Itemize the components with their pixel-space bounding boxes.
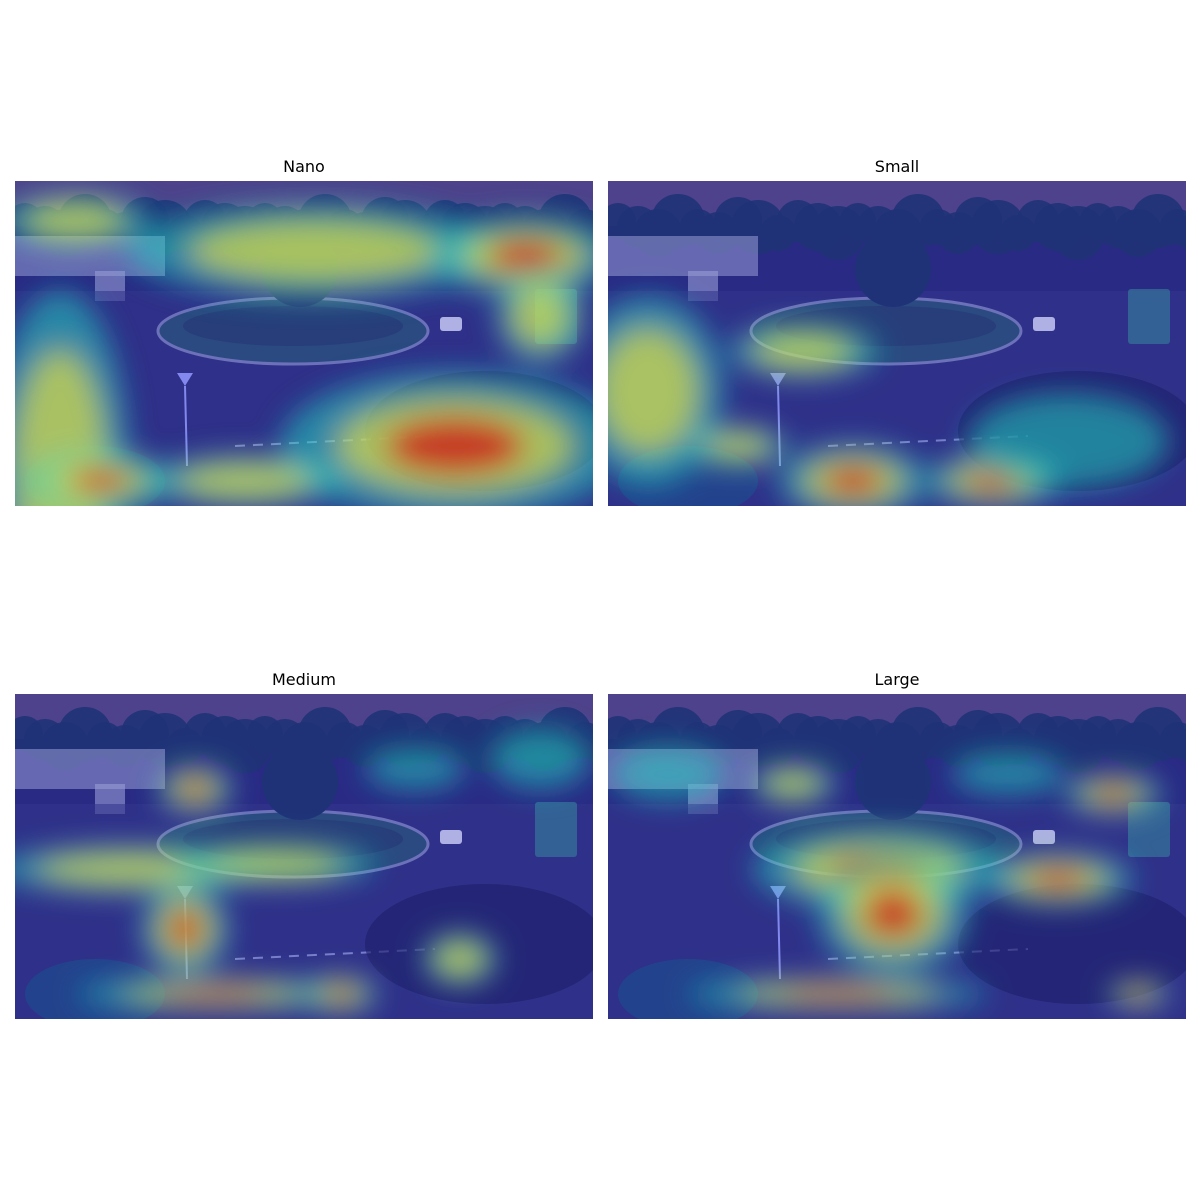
heat-blob-core <box>487 239 563 273</box>
roundabout-inner <box>183 306 403 346</box>
heat-blob-mid <box>207 850 343 878</box>
heat-blob-core <box>778 987 898 1001</box>
yield-sign <box>177 373 193 386</box>
heatmap-blobs <box>15 729 590 1013</box>
heatmap-blobs <box>608 296 1168 506</box>
heatmap-panel-medium <box>15 694 593 1019</box>
heat-blob-mid <box>752 333 854 369</box>
heat-blob-outer <box>968 393 1168 489</box>
panel-title-nano: Nano <box>283 157 325 176</box>
heat-blob-mid <box>24 203 126 239</box>
bus <box>535 802 577 857</box>
panel-title-medium: Medium <box>272 670 336 689</box>
building <box>15 749 165 789</box>
heat-blob-outer <box>365 748 465 790</box>
heat-blob-mid <box>187 219 443 283</box>
tree-line <box>608 194 1186 260</box>
heatmap-image-medium <box>15 694 593 1019</box>
heat-blob-core <box>863 889 923 939</box>
sign-pole <box>184 385 188 467</box>
car <box>440 830 462 844</box>
heat-blob-core <box>160 987 270 1001</box>
panel-title-large: Large <box>874 670 920 689</box>
heatmap-image-small <box>608 181 1186 506</box>
heat-blob-core <box>1093 785 1133 803</box>
heat-blob-core <box>325 986 355 1002</box>
heat-blob-mid <box>177 463 313 499</box>
tree-shadow <box>958 884 1186 1004</box>
heat-blob-core <box>70 468 130 494</box>
heat-blob-outer <box>951 753 1065 795</box>
sign-pole <box>777 898 781 980</box>
heatmap-panel-nano <box>15 181 593 506</box>
car <box>1033 830 1055 844</box>
heatmap-panel-large <box>608 694 1186 1019</box>
heat-blob-mid <box>763 770 823 798</box>
central-tree <box>855 744 931 820</box>
heatmap-blobs <box>611 747 1170 1011</box>
heatmap-image-nano <box>15 181 593 506</box>
heat-blob-mid <box>608 328 699 454</box>
heatmap-blobs <box>15 194 593 506</box>
heat-blob-mid <box>434 941 486 977</box>
bus <box>1128 289 1170 344</box>
bus <box>1128 802 1170 857</box>
central-tree <box>262 744 338 820</box>
building <box>608 236 758 276</box>
panel-title-small: Small <box>874 157 920 176</box>
heatmap-panel-small <box>608 181 1186 506</box>
heat-blob-core <box>180 779 210 799</box>
heat-blob-core <box>1028 868 1088 890</box>
heat-blob-outer <box>490 729 590 789</box>
central-tree <box>855 231 931 307</box>
car <box>440 317 462 331</box>
heat-blob-outer <box>611 747 725 801</box>
heat-blob-mid <box>704 432 772 460</box>
heat-blob-core <box>385 415 525 477</box>
heat-blob-mid <box>510 284 570 348</box>
heat-blob-core <box>823 465 883 497</box>
heat-blob-core <box>167 909 203 949</box>
car <box>1033 317 1055 331</box>
heatmap-image-large <box>608 694 1186 1019</box>
heat-blob-core <box>1125 988 1151 1000</box>
